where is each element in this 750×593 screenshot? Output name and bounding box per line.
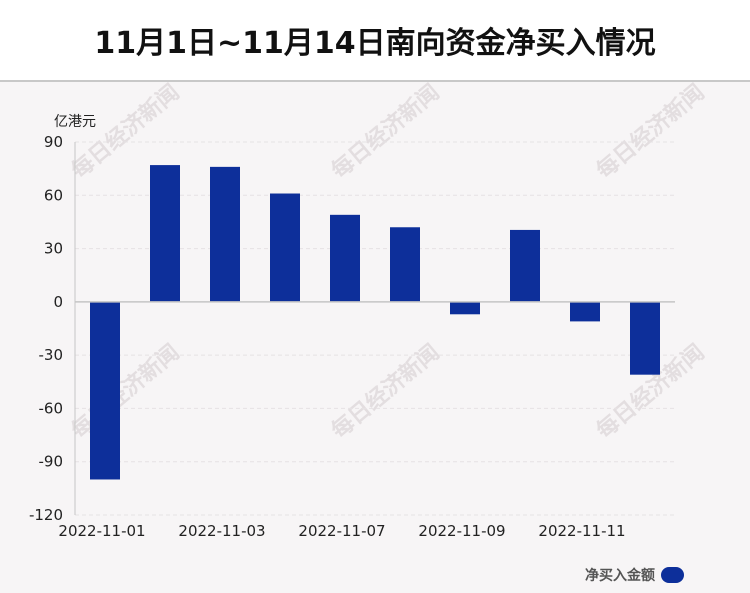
bars [90,165,660,480]
legend-swatch [661,567,684,583]
y-tick-label: -30 [39,346,64,364]
chart-title: 11月1日~11月14日南向资金净买入情况 [94,26,656,61]
bar-2022-11-03 [210,166,240,302]
x-tick-label: 2022-11-11 [538,522,625,540]
y-tick-label: 30 [44,240,63,258]
y-axis-unit-label: 亿港元 [54,114,96,130]
x-tick-label: 2022-11-03 [178,522,265,540]
y-tick-label: -120 [29,506,63,524]
bar-2022-11-14 [630,301,660,375]
bar-2022-11-07 [330,214,360,302]
y-tick-label: -60 [39,399,64,417]
bar-2022-11-02 [150,165,180,302]
y-tick-label: -90 [39,453,64,471]
x-tick-label: 2022-11-07 [298,522,385,540]
y-tick-label: 0 [53,293,63,311]
y-tick-label: 60 [44,186,63,204]
title-bar: 11月1日~11月14日南向资金净买入情况 [0,0,750,82]
bar-2022-11-09 [450,301,480,315]
legend: 净买入金额 [585,565,684,585]
y-tick-label: 90 [44,133,63,151]
bar-2022-11-10 [510,229,540,302]
axes [74,142,675,515]
bar-2022-11-08 [390,227,420,302]
bar-2022-11-11 [570,301,600,322]
legend-label: 净买入金额 [585,568,655,584]
bar-2022-11-01 [90,301,120,480]
watermark-text: 每日经济新闻 [327,82,445,184]
x-tick-label: 2022-11-01 [58,522,145,540]
x-tick-label: 2022-11-09 [418,522,505,540]
watermark-text: 每日经济新闻 [592,82,710,184]
bar-2022-11-04 [270,193,300,302]
